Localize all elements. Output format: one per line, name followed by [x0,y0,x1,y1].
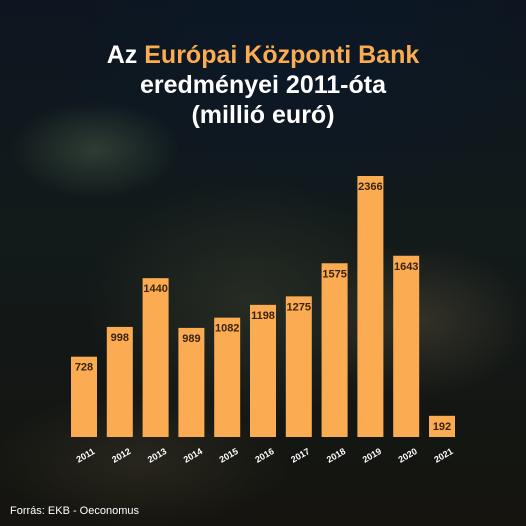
x-tick-2016: 2016 [253,446,275,465]
bar-2018 [321,263,348,437]
chart-title: Az Európai Központi Bank eredményei 2011… [0,40,526,130]
x-tick-2020: 2020 [397,446,419,465]
bar-2021 [429,415,455,437]
x-tick-2012: 2012 [110,446,132,465]
bar-2019 [357,176,384,437]
x-tick-2015: 2015 [218,446,240,465]
data-label-2019: 2366 [358,181,382,193]
bar-2014 [178,327,205,437]
data-label-2016: 1198 [251,310,275,322]
data-label-2014: 989 [182,333,200,345]
x-tick-2017: 2017 [289,446,311,465]
x-tick-2013: 2013 [146,446,168,465]
bar-2015 [214,317,241,437]
data-label-2021: 192 [433,421,451,433]
data-label-2017: 1275 [287,301,311,313]
title-line-1: Az Európai Központi Bank [0,40,526,70]
bar-2020 [393,255,420,437]
data-label-2013: 1440 [143,283,167,295]
bar-2012 [106,326,133,437]
data-label-2018: 1575 [322,268,346,280]
x-tick-2011: 2011 [75,446,97,464]
source-note: Forrás: EKB - Oeconomus [10,505,139,517]
bar-2017 [285,296,312,437]
data-label-2020: 1643 [394,261,418,273]
bar-2011 [71,356,97,437]
x-tick-2019: 2019 [361,446,383,465]
title-accent: Európai Központi Bank [144,41,420,69]
x-tick-2021: 2021 [432,446,454,465]
x-tick-2014: 2014 [182,446,204,465]
data-label-2012: 998 [111,332,129,344]
title-line-3: (millió euró) [191,101,335,129]
x-tick-2018: 2018 [325,446,347,465]
data-label-2011: 728 [75,362,93,374]
data-label-2015: 1082 [215,323,239,335]
title-prefix: Az [106,41,138,69]
bar-2013 [142,278,169,437]
title-line-2: eredményei 2011-óta [140,71,386,99]
bar-2016 [250,304,276,437]
